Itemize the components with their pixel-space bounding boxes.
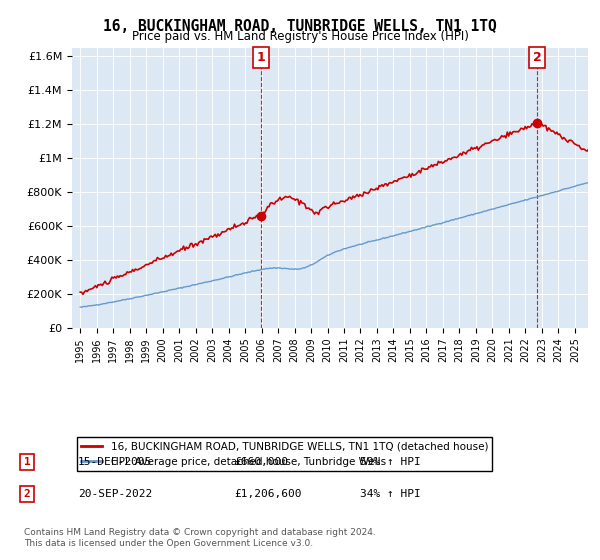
Text: Price paid vs. HM Land Registry's House Price Index (HPI): Price paid vs. HM Land Registry's House … xyxy=(131,30,469,43)
Text: 15-DEC-2005: 15-DEC-2005 xyxy=(78,457,152,467)
Text: 34% ↑ HPI: 34% ↑ HPI xyxy=(360,489,421,499)
Text: £1,206,600: £1,206,600 xyxy=(234,489,302,499)
Legend: 16, BUCKINGHAM ROAD, TUNBRIDGE WELLS, TN1 1TQ (detached house), HPI: Average pri: 16, BUCKINGHAM ROAD, TUNBRIDGE WELLS, TN… xyxy=(77,437,492,471)
Text: 1: 1 xyxy=(23,457,31,467)
Text: 2: 2 xyxy=(23,489,31,499)
Text: 16, BUCKINGHAM ROAD, TUNBRIDGE WELLS, TN1 1TQ: 16, BUCKINGHAM ROAD, TUNBRIDGE WELLS, TN… xyxy=(103,19,497,34)
Text: 59% ↑ HPI: 59% ↑ HPI xyxy=(360,457,421,467)
Text: Contains HM Land Registry data © Crown copyright and database right 2024.
This d: Contains HM Land Registry data © Crown c… xyxy=(24,528,376,548)
Text: £660,000: £660,000 xyxy=(234,457,288,467)
Text: 20-SEP-2022: 20-SEP-2022 xyxy=(78,489,152,499)
Text: 1: 1 xyxy=(257,51,265,64)
Text: 2: 2 xyxy=(533,51,542,64)
